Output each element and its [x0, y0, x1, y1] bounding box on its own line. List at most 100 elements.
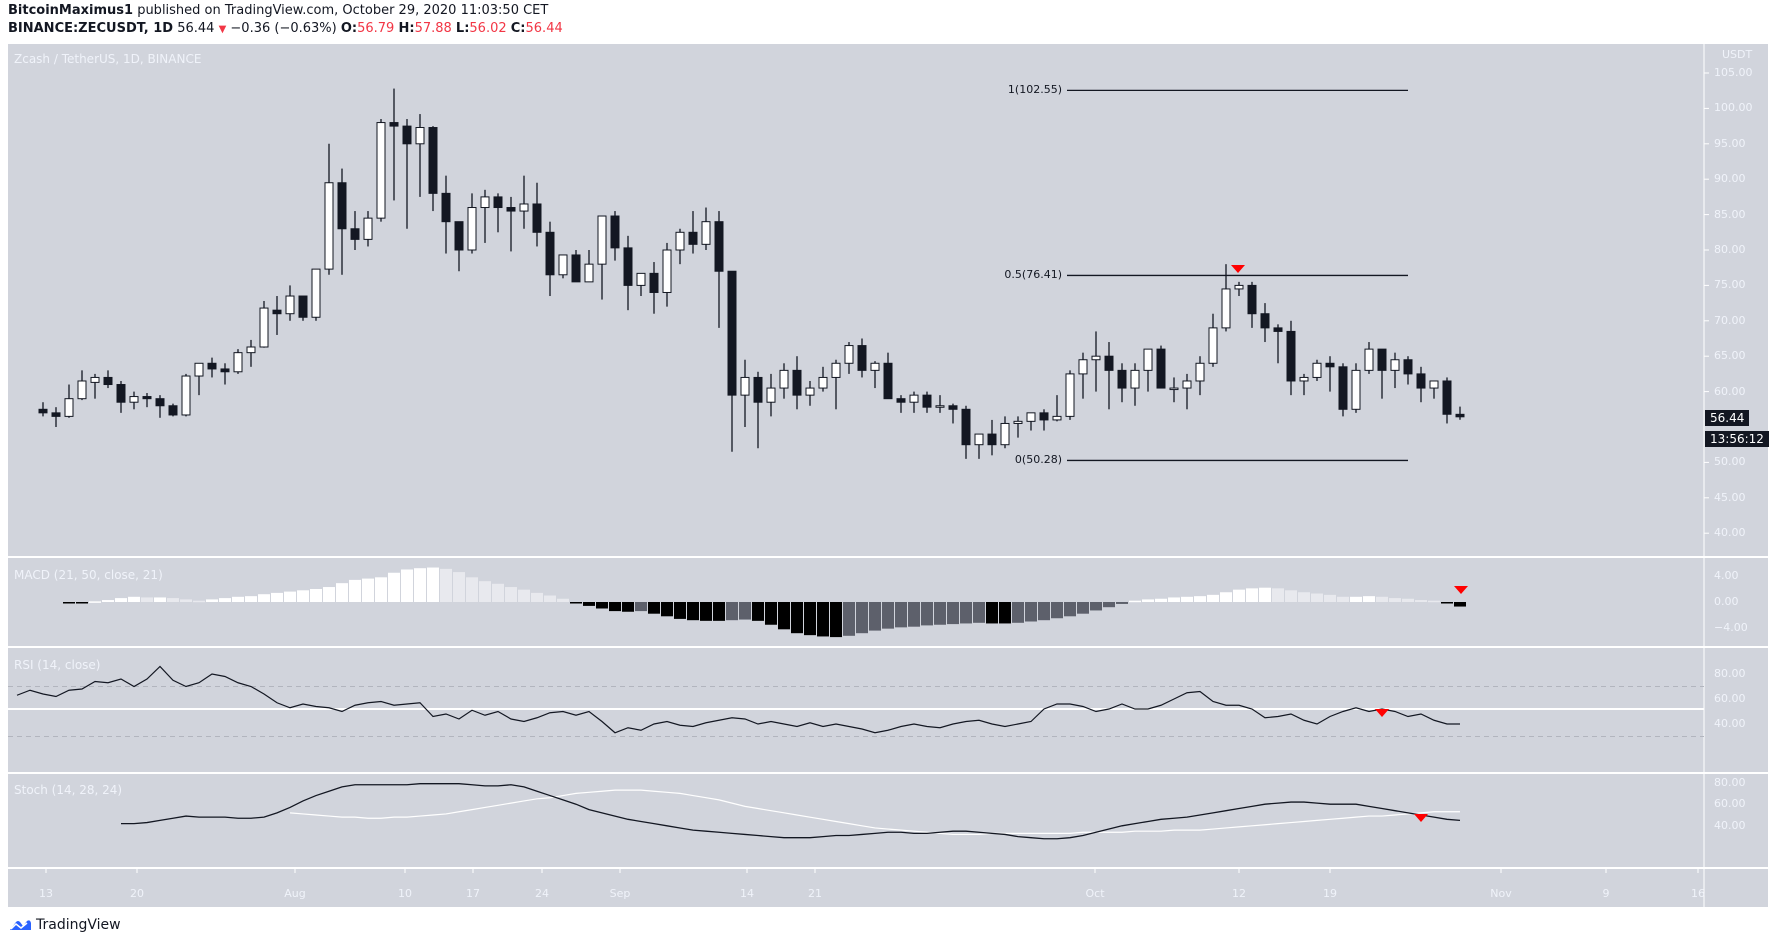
macd-bar	[1337, 596, 1349, 602]
price-axis-label: 95.00	[1714, 136, 1746, 150]
macd-bar	[310, 589, 322, 602]
candle-body	[1299, 376, 1309, 382]
candle-body	[259, 307, 269, 348]
macd-bar	[1376, 596, 1388, 602]
candle-body	[480, 196, 490, 209]
candle-body	[753, 376, 763, 403]
macd-bar	[1012, 602, 1024, 623]
candle-body	[142, 396, 152, 400]
candle-body	[688, 231, 698, 245]
macd-bar	[1311, 593, 1323, 602]
price-axis-label: 100.00	[1714, 101, 1753, 115]
macd-bar	[1233, 589, 1245, 602]
macd-bar	[401, 569, 413, 602]
macd-bar	[544, 595, 556, 602]
price-axis-label: 65.00	[1714, 349, 1746, 363]
macd-bar	[739, 602, 751, 620]
candle-body	[181, 375, 191, 416]
candle-body	[1234, 284, 1244, 290]
macd-bar	[635, 602, 647, 612]
macd-bar	[297, 590, 309, 602]
low-value: 56.02	[469, 21, 507, 36]
candle-body	[1026, 412, 1036, 422]
candle-body	[90, 376, 100, 383]
rsi-axis-label: 60.00	[1714, 692, 1746, 705]
symbol-line: BINANCE:ZECUSDT, 1D 56.44 ▼ −0.36 (−0.63…	[8, 21, 563, 36]
time-axis-label: 12	[1232, 887, 1246, 900]
close-label: C:	[510, 21, 526, 36]
macd-bar	[1220, 592, 1232, 602]
candle-body	[116, 384, 126, 403]
publisher-name[interactable]: BitcoinMaximus1	[8, 3, 134, 18]
candle-body	[701, 221, 711, 245]
candle-body	[272, 309, 282, 315]
candle-body	[246, 346, 256, 354]
macd-bar	[1142, 599, 1154, 602]
macd-bar	[947, 602, 959, 625]
macd-bar	[856, 602, 868, 634]
macd-bar	[791, 602, 803, 634]
macd-bar	[817, 602, 829, 637]
candle-body	[519, 203, 529, 212]
candle-body	[441, 192, 451, 223]
candle-body	[337, 182, 347, 230]
macd-bar	[1272, 588, 1284, 602]
candle-body	[740, 376, 750, 396]
price-axis-label: 40.00	[1714, 526, 1746, 540]
tradingview-brand[interactable]: TradingView	[8, 917, 121, 933]
published-text: published on TradingView.com, October 29…	[133, 3, 549, 18]
candle-body	[922, 394, 932, 408]
publish-line: BitcoinMaximus1 published on TradingView…	[8, 3, 548, 18]
macd-bar	[1168, 597, 1180, 602]
candle-body	[1351, 369, 1361, 410]
candle-body	[402, 125, 412, 145]
macd-bar	[154, 597, 166, 602]
candle-body	[870, 362, 880, 371]
macd-bar	[349, 579, 361, 602]
candle-body	[896, 398, 906, 403]
macd-axis-label: −4.00	[1714, 621, 1748, 634]
candle-body	[1455, 413, 1465, 418]
candle-body	[948, 405, 958, 410]
macd-bar	[1129, 600, 1141, 603]
macd-bar	[206, 599, 218, 602]
candle-body	[155, 398, 165, 407]
high-value: 57.88	[414, 21, 452, 36]
candle-body	[1312, 362, 1322, 378]
time-axis-label: 24	[535, 887, 549, 900]
candle-body	[1247, 284, 1257, 315]
price-down-arrow-icon	[1231, 265, 1245, 273]
candle-body	[428, 127, 438, 194]
candle-body	[285, 295, 295, 315]
candle-body	[1338, 366, 1348, 410]
macd-bar	[1181, 596, 1193, 602]
candle-body	[1143, 348, 1153, 371]
time-axis-label: 16	[1691, 887, 1705, 900]
candle-body	[636, 272, 646, 286]
macd-bar	[713, 602, 725, 621]
candle-body	[38, 408, 48, 414]
candle-body	[961, 408, 971, 446]
macd-bar	[1454, 602, 1466, 607]
macd-bar	[89, 601, 101, 603]
candle-body	[532, 203, 542, 233]
candle-body	[1208, 327, 1218, 364]
close-value: 56.44	[525, 21, 563, 36]
candle-body	[454, 221, 464, 251]
macd-bar	[336, 583, 348, 602]
candle-body	[935, 405, 945, 408]
rsi-line	[16, 665, 1460, 734]
candle-body	[207, 362, 217, 370]
macd-bar	[115, 598, 127, 602]
down-triangle-icon: ▼	[218, 24, 227, 35]
macd-bar	[518, 589, 530, 602]
macd-bar	[388, 572, 400, 602]
macd-pane-title: MACD (21, 50, close, 21)	[14, 568, 163, 582]
macd-bar	[258, 594, 270, 602]
macd-bar	[362, 578, 374, 602]
candle-body	[1364, 348, 1374, 371]
time-axis-label: 10	[398, 887, 412, 900]
candle-body	[545, 231, 555, 276]
macd-bar	[726, 602, 738, 621]
